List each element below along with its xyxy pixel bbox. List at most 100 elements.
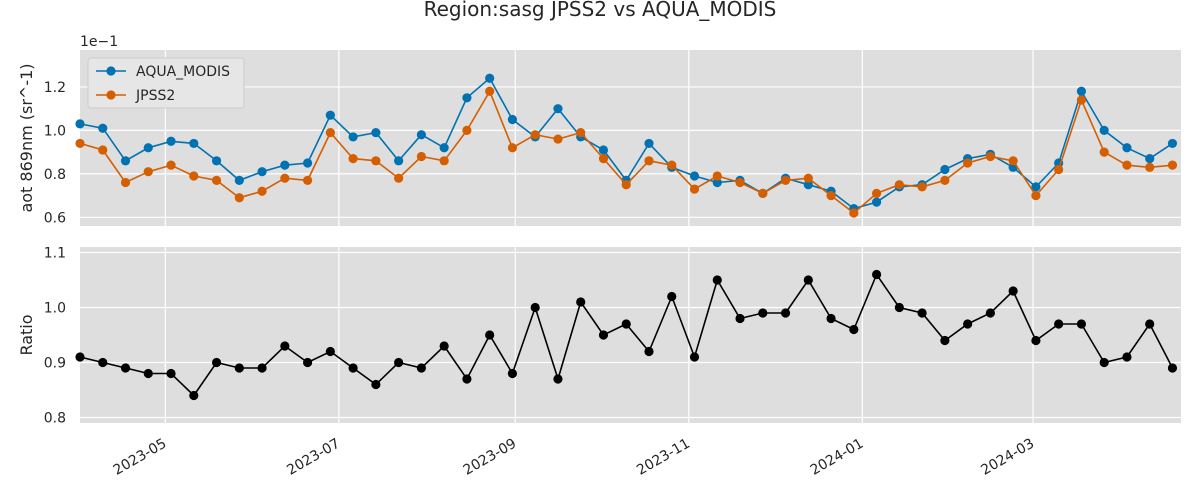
bottom-data-point bbox=[689, 352, 700, 362]
bottom-data-point bbox=[462, 374, 472, 384]
bottom-data-point bbox=[803, 275, 813, 285]
bottom-data-point bbox=[917, 308, 927, 318]
top-data-point bbox=[439, 156, 449, 166]
top-data-point bbox=[325, 110, 335, 120]
bottom-data-point bbox=[1145, 319, 1155, 329]
top-data-point bbox=[98, 123, 108, 133]
bottom-data-point bbox=[234, 363, 244, 373]
top-data-point bbox=[1031, 190, 1041, 201]
top-data-point bbox=[917, 182, 927, 192]
bottom-y-tick-label: 1.0 bbox=[44, 301, 66, 317]
top-data-point bbox=[735, 177, 745, 188]
top-data-point bbox=[325, 127, 335, 138]
bottom-series-0 bbox=[75, 269, 1178, 401]
bottom-series bbox=[75, 269, 1178, 401]
legend: AQUA_MODIS JPSS2 bbox=[87, 57, 245, 109]
top-data-point bbox=[940, 164, 950, 175]
top-data-point bbox=[507, 143, 518, 153]
top-data-point bbox=[75, 119, 85, 129]
top-data-point bbox=[302, 158, 313, 168]
top-data-point bbox=[780, 175, 791, 185]
top-data-point bbox=[758, 188, 768, 199]
top-data-point bbox=[689, 171, 700, 181]
bottom-data-point bbox=[963, 319, 973, 329]
bottom-data-point bbox=[166, 368, 176, 379]
top-data-point bbox=[371, 127, 381, 138]
bottom-data-point bbox=[780, 308, 791, 318]
legend-marker-aqua bbox=[106, 66, 116, 76]
top-data-point bbox=[1076, 86, 1087, 96]
x-tick-label: 2023-07 bbox=[284, 436, 343, 479]
top-data-point bbox=[1145, 162, 1155, 172]
top-data-point bbox=[394, 156, 404, 166]
top-data-point bbox=[1167, 160, 1178, 170]
bottom-data-point bbox=[1167, 363, 1178, 373]
top-series-1 bbox=[75, 86, 1178, 218]
bottom-data-point bbox=[211, 357, 222, 368]
bottom-data-point bbox=[1122, 352, 1132, 362]
top-data-point bbox=[1122, 160, 1132, 170]
bottom-data-point bbox=[257, 363, 267, 373]
top-data-point bbox=[120, 177, 131, 188]
bottom-y-axis-label: Ratio bbox=[17, 314, 36, 355]
bottom-data-point bbox=[98, 357, 108, 368]
top-data-point bbox=[871, 197, 882, 207]
top-data-point bbox=[416, 151, 426, 162]
top-y-offset-text: 1e−1 bbox=[80, 34, 118, 50]
legend-label-aqua: AQUA_MODIS bbox=[136, 64, 230, 80]
bottom-data-point bbox=[758, 308, 768, 318]
x-ticks: 2023-05 2023-07 2023-09 2023-11 2024-01 2024-… bbox=[111, 436, 1037, 479]
legend-box bbox=[87, 57, 245, 109]
bottom-data-point bbox=[280, 341, 290, 351]
top-series bbox=[75, 73, 1178, 218]
x-tick-label: 2024-03 bbox=[978, 436, 1037, 479]
bottom-data-point bbox=[394, 357, 404, 368]
x-tick-label: 2024-01 bbox=[808, 436, 867, 479]
bottom-data-point bbox=[1076, 319, 1087, 329]
bottom-data-point bbox=[485, 330, 495, 340]
x-tick-label: 2023-05 bbox=[111, 436, 170, 479]
top-data-point bbox=[803, 173, 813, 183]
top-data-point bbox=[462, 125, 472, 135]
x-tick-label: 2023-09 bbox=[461, 436, 520, 479]
bottom-y-ticks: 0.8 0.9 1.0 1.1 bbox=[44, 246, 66, 427]
top-y-tick-label: 0.6 bbox=[44, 210, 66, 226]
top-data-point bbox=[98, 145, 108, 155]
bottom-data-point bbox=[826, 313, 836, 324]
top-data-point bbox=[712, 177, 722, 188]
top-data-point bbox=[485, 86, 495, 96]
bottom-data-point bbox=[985, 308, 995, 318]
top-data-point bbox=[712, 171, 722, 181]
top-data-point bbox=[803, 180, 813, 190]
top-data-point bbox=[166, 160, 176, 170]
bottom-data-point bbox=[1054, 319, 1064, 329]
top-data-point bbox=[1031, 182, 1041, 192]
top-data-point bbox=[75, 138, 85, 149]
top-data-point bbox=[940, 175, 950, 185]
top-data-point bbox=[234, 175, 244, 185]
top-data-point bbox=[120, 156, 131, 166]
top-data-point bbox=[553, 104, 563, 114]
top-data-point bbox=[211, 156, 222, 166]
top-data-point bbox=[371, 156, 381, 166]
top-data-point bbox=[302, 175, 313, 185]
bottom-y-tick-label: 1.1 bbox=[44, 246, 66, 262]
chart-title: Region:sasg JPSS2 vs AQUA_MODIS bbox=[424, 0, 777, 21]
legend-label-jpss2: JPSS2 bbox=[135, 88, 175, 104]
top-data-point bbox=[257, 167, 267, 177]
bottom-data-point bbox=[189, 390, 199, 401]
top-data-point bbox=[166, 136, 176, 146]
top-data-point bbox=[507, 114, 518, 125]
bottom-data-point bbox=[439, 341, 449, 351]
top-data-point bbox=[416, 130, 426, 140]
top-data-point bbox=[439, 143, 449, 153]
legend-entry-jpss2: JPSS2 bbox=[96, 88, 175, 104]
bottom-data-point bbox=[325, 346, 335, 357]
top-data-point bbox=[348, 132, 358, 142]
top-data-point bbox=[894, 180, 904, 190]
top-data-point bbox=[394, 173, 404, 183]
top-data-point bbox=[1167, 138, 1178, 149]
bottom-data-point bbox=[553, 374, 563, 384]
bottom-data-point bbox=[849, 324, 859, 335]
